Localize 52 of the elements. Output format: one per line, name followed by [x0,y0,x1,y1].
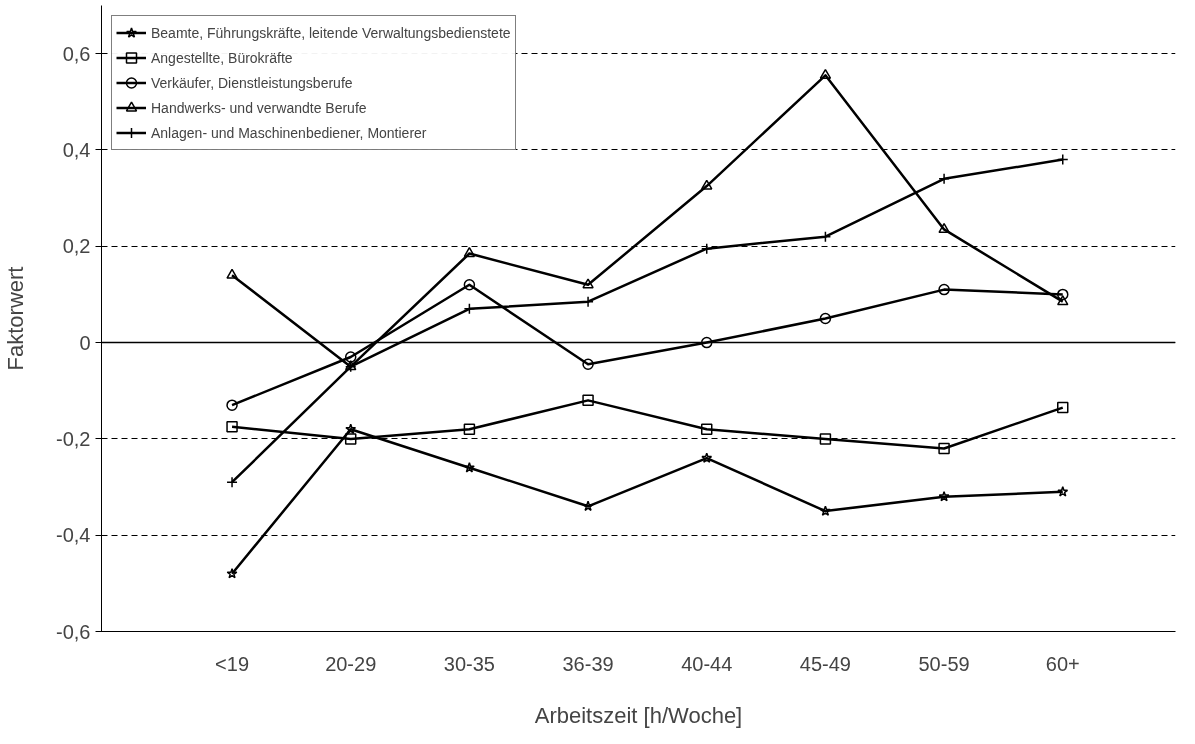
point [938,283,950,296]
x-tick-label: 30-35 [443,652,495,675]
point [226,567,238,579]
point [701,452,713,463]
point [226,399,238,411]
legend-label: Beamte, Führungskräfte, leitende Verwaltungsbedienstete [151,23,511,43]
y-axis-title: Faktorwert [3,266,29,371]
point [700,179,713,190]
point [1057,486,1069,497]
point [582,394,594,407]
point [938,222,950,234]
point [226,268,238,279]
legend-label: Angestellte, Bürokräfte [151,48,293,68]
point [819,68,832,79]
point [1057,295,1069,306]
x-tick-label: 60+ [1045,652,1080,675]
point [582,358,594,370]
point [938,442,950,455]
legend-label: Handwerks- und verwandte Berufe [151,98,367,118]
point [1057,401,1069,414]
point [938,490,950,502]
point [463,279,476,291]
point [463,246,476,258]
y-tick-label: 0,2 [62,235,91,258]
x-tick-label: 20-29 [325,652,377,675]
point [226,421,238,433]
legend-label: Verkäufer, Dienstleistungsberufe [151,73,353,93]
y-tick-label: -0,6 [56,620,91,643]
x-tick-label: 45-49 [799,652,851,675]
y-tick-label: -0,2 [56,427,91,450]
y-tick-label: 0 [79,331,91,354]
point [463,423,476,435]
y-tick-label: 0,6 [62,42,91,65]
legend-label: Anlagen- und Maschinenbediener, Montierer [151,123,427,143]
point [819,312,832,325]
point [463,462,475,473]
y-tick-label: -0,4 [56,524,91,547]
x-axis-title: Arbeitszeit [h/Woche] [534,702,743,728]
point [819,505,831,516]
point [700,423,713,435]
point [582,278,594,289]
y-tick-label: 0,4 [62,138,91,161]
x-tick-label: 36-39 [562,652,614,675]
point [1057,288,1069,301]
point [819,433,832,445]
x-tick-label: 50-59 [918,652,970,675]
point [344,433,357,445]
point [344,351,357,363]
point [345,423,357,435]
x-tick-label: <19 [215,652,250,675]
x-tick-label: 40-44 [681,652,733,675]
point [700,336,713,349]
